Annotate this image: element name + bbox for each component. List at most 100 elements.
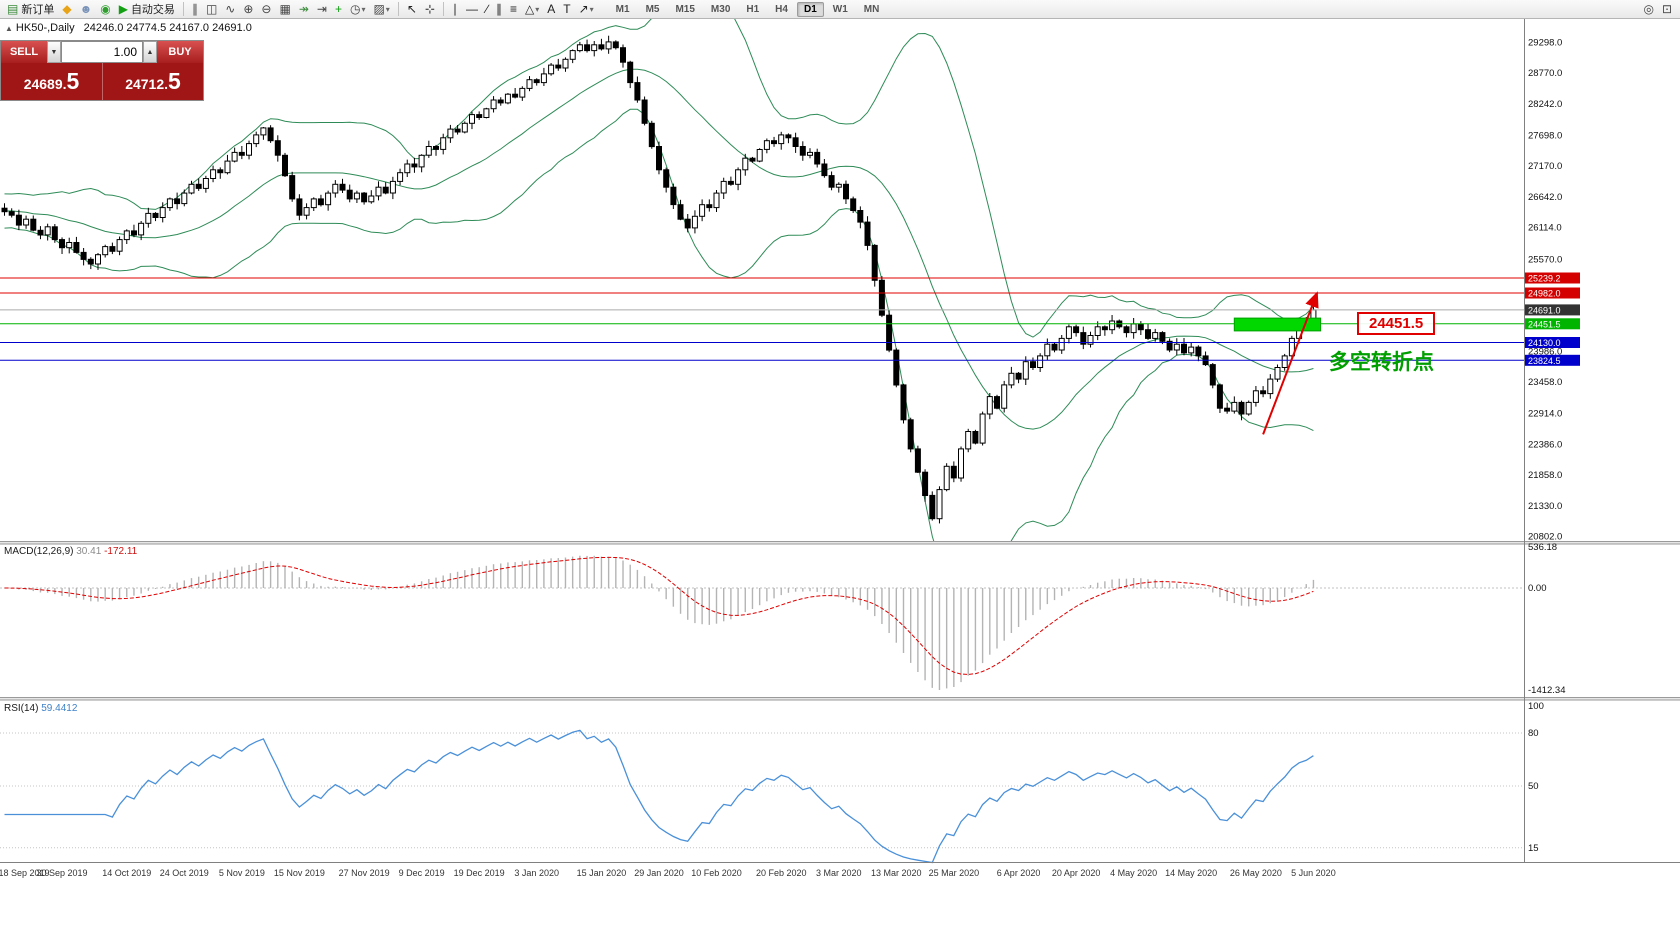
arrows-button[interactable]: ↗ ▾ xyxy=(576,1,597,18)
svg-text:23458.0: 23458.0 xyxy=(1528,377,1562,388)
search-button[interactable]: ◎ xyxy=(1640,1,1656,18)
templates-button[interactable]: ▨ ▾ xyxy=(370,1,392,18)
timeframe-h1-button[interactable]: H1 xyxy=(746,3,760,15)
svg-text:24451.5: 24451.5 xyxy=(1528,319,1561,329)
sell-price[interactable]: 24689. 5 xyxy=(1,63,102,100)
trend-arrow[interactable] xyxy=(1262,291,1319,435)
crosshair-icon: ⊹ xyxy=(424,1,435,16)
sell-button[interactable]: SELL xyxy=(1,41,47,63)
search-icon: ◎ xyxy=(1643,1,1654,16)
timeframe-m30-button[interactable]: M30 xyxy=(710,3,731,15)
svg-text:20802.0: 20802.0 xyxy=(1528,532,1562,543)
svg-text:26 May 2020: 26 May 2020 xyxy=(1230,868,1282,878)
rsi-label: RSI(14) 59.4412 xyxy=(4,703,77,714)
svg-text:14 May 2020: 14 May 2020 xyxy=(1165,868,1217,878)
window-arrange-button[interactable]: ⊡ xyxy=(1659,1,1675,18)
tile-windows-button[interactable]: ▦ xyxy=(276,1,293,18)
timeframe-w1-button[interactable]: W1 xyxy=(832,3,848,15)
candlesticks xyxy=(1,35,1317,524)
timeframe-m5-button[interactable]: M5 xyxy=(645,3,660,15)
timeframe-d1-button[interactable]: D1 xyxy=(796,1,824,17)
highlight-zone[interactable] xyxy=(1233,317,1322,332)
svg-text:14 Oct 2019: 14 Oct 2019 xyxy=(102,868,151,878)
lot-size-input[interactable] xyxy=(61,41,143,63)
svg-text:0.00: 0.00 xyxy=(1528,583,1547,594)
shapes-icon: △ xyxy=(524,1,535,16)
user-profile-button[interactable]: ☻ xyxy=(77,1,96,18)
equidistant-channel-button[interactable]: ∥ xyxy=(493,1,505,18)
svg-text:30 Sep 2019: 30 Sep 2019 xyxy=(37,868,88,878)
buy-price[interactable]: 24712. 5 xyxy=(102,63,203,100)
trend-line-button[interactable]: ∕ xyxy=(483,1,491,18)
timeframe-h4-button[interactable]: H4 xyxy=(775,3,788,15)
svg-text:22386.0: 22386.0 xyxy=(1528,439,1562,450)
svg-text:27698.0: 27698.0 xyxy=(1528,131,1562,142)
svg-text:3 Mar 2020: 3 Mar 2020 xyxy=(816,868,862,878)
timeframe-m15-button[interactable]: M15 xyxy=(675,3,695,15)
chart-tab-icon: ▲ xyxy=(5,24,13,33)
svg-text:21858.0: 21858.0 xyxy=(1528,470,1562,481)
zone-price-label[interactable]: 24451.5 xyxy=(1357,312,1436,335)
new-order-label: 新订单 xyxy=(21,4,55,16)
lot-decrease-button[interactable]: ▼ xyxy=(47,41,61,63)
periods-button[interactable]: ◷ ▾ xyxy=(347,1,369,18)
svg-text:27170.0: 27170.0 xyxy=(1528,161,1562,172)
toolbar: ▤ 新订单 ◆ ☻ ◉ ▶ 自动交易 ∥ ◫ ∿ ⊕ ⊖ ▦ ↠ ⇥ + ◷ ▾ ▨ ▾ ↖ ⊹ ∣ ― ∕ ∥ ≡ △ ▾ A T ↗ ▾ M1… xyxy=(0,0,1680,19)
svg-text:24691.0: 24691.0 xyxy=(1528,305,1561,315)
svg-text:23824.5: 23824.5 xyxy=(1528,356,1561,366)
toolbar-separator xyxy=(442,2,444,16)
svg-text:25 Mar 2020: 25 Mar 2020 xyxy=(929,868,980,878)
price-axis[interactable]: 29298.0 28770.0 28242.0 27698.0 27170.0 26642… xyxy=(1524,18,1581,862)
svg-text:24982.0: 24982.0 xyxy=(1528,288,1561,298)
text-label-icon: T xyxy=(563,1,571,16)
turning-point-annotation: 多空转折点 xyxy=(1329,350,1434,374)
timeframe-mn-button[interactable]: MN xyxy=(863,3,880,15)
text-button[interactable]: A xyxy=(544,1,558,18)
buy-price-main: 24712. xyxy=(125,76,169,92)
svg-text:15 Nov 2019: 15 Nov 2019 xyxy=(274,868,325,878)
toolbar-separator xyxy=(182,2,184,16)
timeframe-m1-button[interactable]: M1 xyxy=(615,3,630,15)
svg-text:20 Apr 2020: 20 Apr 2020 xyxy=(1052,868,1101,878)
buy-price-big-digit: 5 xyxy=(168,68,181,94)
lot-increase-button[interactable]: ▲ xyxy=(143,41,157,63)
auto-trading-label: 自动交易 xyxy=(130,4,175,16)
svg-text:18 Sep 2019: 18 Sep 2019 xyxy=(0,868,50,878)
chart-ohlc-values: 24246.0 24774.5 24167.0 24691.0 xyxy=(83,22,252,34)
text-label-button[interactable]: T xyxy=(560,1,573,18)
buy-button[interactable]: BUY xyxy=(157,41,203,63)
vertical-line-button[interactable]: ∣ xyxy=(449,1,461,18)
arrows-dropdown-icon: ▾ xyxy=(589,4,594,14)
zoom-out-icon: ⊖ xyxy=(261,1,272,16)
svg-text:20 Feb 2020: 20 Feb 2020 xyxy=(756,868,807,878)
horizontal-line-button[interactable]: ― xyxy=(463,1,481,18)
news-icon: ◉ xyxy=(100,1,111,16)
auto-scroll-button[interactable]: ↠ xyxy=(296,1,312,18)
zoom-out-button[interactable]: ⊖ xyxy=(258,1,274,18)
svg-text:15: 15 xyxy=(1528,843,1539,854)
cursor-button[interactable]: ↖ xyxy=(404,1,420,18)
auto-trading-button[interactable]: ▶ 自动交易 xyxy=(116,1,178,18)
fibonacci-button[interactable]: ≡ xyxy=(507,1,520,18)
chart-shift-button[interactable]: ⇥ xyxy=(314,1,330,18)
svg-text:24 Oct 2019: 24 Oct 2019 xyxy=(160,868,209,878)
zoom-in-button[interactable]: ⊕ xyxy=(240,1,256,18)
mql5-community-button[interactable]: ◆ xyxy=(59,1,74,18)
indicators-button[interactable]: + xyxy=(332,1,345,18)
bar-chart-button[interactable]: ∥ xyxy=(189,1,201,18)
news-button[interactable]: ◉ xyxy=(97,1,113,18)
line-chart-button[interactable]: ∿ xyxy=(222,1,238,18)
svg-text:26114.0: 26114.0 xyxy=(1528,223,1562,234)
crosshair-button[interactable]: ⊹ xyxy=(422,1,438,18)
shapes-button[interactable]: △ ▾ xyxy=(522,1,542,18)
timeframe-group: M1 M5 M15 M30 H1 H4 D1 W1 MN xyxy=(608,1,888,17)
mql5-community-icon: ◆ xyxy=(62,1,72,16)
one-click-trading-widget: SELL ▼ ▲ BUY 24689.5 24712.5 xyxy=(0,40,204,101)
chart-canvas[interactable]: 29298.0 28770.0 28242.0 27698.0 27170.0 26642… xyxy=(0,18,1680,943)
new-order-button[interactable]: ▤ 新订单 xyxy=(4,1,57,18)
periods-dropdown-icon: ▾ xyxy=(361,4,366,14)
svg-text:19 Dec 2019: 19 Dec 2019 xyxy=(454,868,505,878)
candlestick-chart-button[interactable]: ◫ xyxy=(203,1,220,18)
toolbar-separator xyxy=(397,2,399,16)
